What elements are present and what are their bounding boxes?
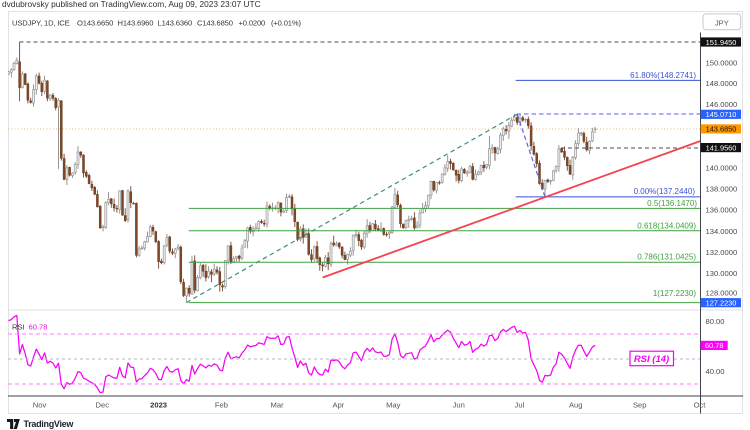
svg-text:2023: 2023 (150, 400, 167, 409)
svg-text:Feb: Feb (215, 400, 228, 409)
svg-text:RSI (14): RSI (14) (634, 353, 669, 364)
svg-text:0.00%(137.2440): 0.00%(137.2440) (634, 186, 696, 195)
svg-text:0.786(131.0425): 0.786(131.0425) (637, 252, 696, 261)
svg-text:Oct: Oct (694, 400, 707, 409)
svg-text:145.0710: 145.0710 (706, 110, 737, 119)
svg-text:141.9560: 141.9560 (706, 143, 737, 152)
svg-text:L143.6360: L143.6360 (158, 18, 193, 27)
svg-text:60.78: 60.78 (29, 322, 48, 331)
svg-text:132.0000: 132.0000 (706, 247, 738, 256)
svg-text:Nov: Nov (33, 400, 47, 409)
svg-text:+0.0200: +0.0200 (239, 18, 266, 27)
svg-text:150.0000: 150.0000 (706, 58, 738, 67)
svg-text:130.0000: 130.0000 (706, 269, 738, 278)
svg-text:Dec: Dec (96, 400, 110, 409)
svg-text:C143.6850: C143.6850 (197, 18, 233, 27)
svg-text:128.0000: 128.0000 (706, 288, 738, 297)
svg-text:(+0.01%): (+0.01%) (271, 18, 301, 27)
svg-text:Jul: Jul (515, 400, 525, 409)
svg-text:RSI: RSI (12, 322, 25, 331)
svg-text:O143.6650: O143.6650 (77, 18, 113, 27)
svg-text:0.618(134.0409): 0.618(134.0409) (637, 221, 696, 230)
svg-text:80.00: 80.00 (706, 316, 725, 325)
svg-text:146.0000: 146.0000 (706, 100, 738, 109)
svg-text:40.00: 40.00 (706, 367, 725, 376)
svg-text:60.78: 60.78 (705, 341, 724, 350)
svg-text:JPY: JPY (715, 18, 729, 27)
svg-text:Sep: Sep (633, 400, 647, 409)
svg-text:143.6850: 143.6850 (706, 124, 737, 133)
svg-text:136.0000: 136.0000 (706, 205, 738, 214)
svg-text:148.0000: 148.0000 (706, 79, 738, 88)
svg-text:134.0000: 134.0000 (706, 226, 738, 235)
svg-text:0.5(136.1470): 0.5(136.1470) (647, 199, 697, 208)
svg-text:Aug: Aug (569, 400, 583, 409)
svg-text:140.0000: 140.0000 (706, 163, 738, 172)
svg-text:61.80%(148.2741): 61.80%(148.2741) (630, 70, 696, 79)
svg-text:Apr: Apr (332, 400, 344, 409)
svg-text:1(127.2230): 1(127.2230) (653, 289, 696, 298)
svg-text:Mar: Mar (271, 400, 285, 409)
svg-text:138.0000: 138.0000 (706, 184, 738, 193)
svg-text:May: May (386, 400, 401, 409)
svg-text:USDJPY, 1D, ICE: USDJPY, 1D, ICE (12, 18, 70, 27)
svg-text:Jun: Jun (453, 400, 465, 409)
svg-text:H143.6960: H143.6960 (118, 18, 154, 27)
svg-text:127.2230: 127.2230 (706, 298, 737, 307)
svg-text:151.9450: 151.9450 (706, 37, 737, 46)
